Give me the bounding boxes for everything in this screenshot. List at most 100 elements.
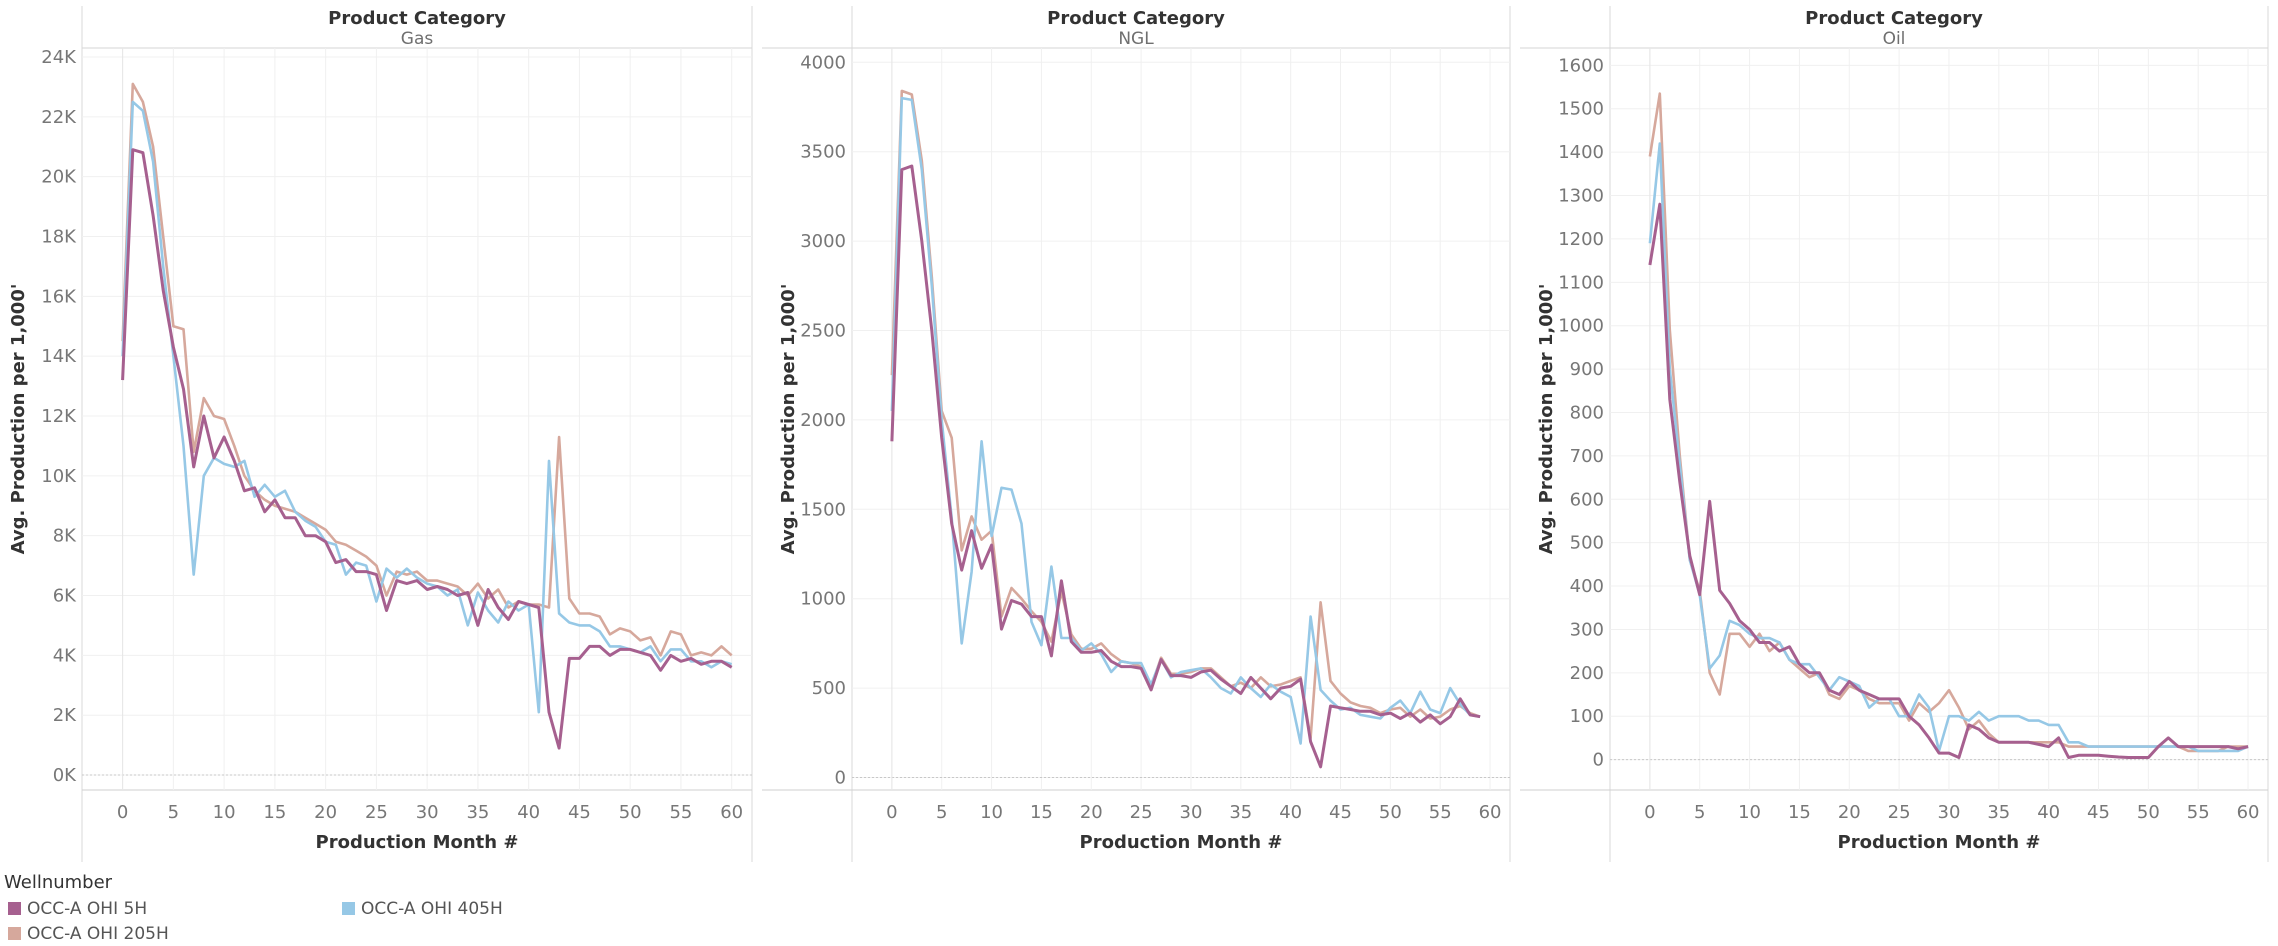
panel-header-title: Product Category <box>1805 8 1983 29</box>
x-tick-label: 15 <box>263 802 286 823</box>
y-tick-label: 4K <box>53 645 77 666</box>
x-tick-label: 15 <box>1788 802 1811 823</box>
series-line-occ-a-ohi-205h <box>121 82 733 657</box>
x-tick-label: 60 <box>720 802 743 823</box>
x-tick-label: 35 <box>1987 802 2010 823</box>
y-tick-label: 14K <box>41 346 77 367</box>
legend-title: Wellnumber <box>4 872 113 893</box>
y-tick-label: 800 <box>1570 402 1604 423</box>
x-tick-label: 20 <box>1838 802 1861 823</box>
x-axis-title: Production Month # <box>1080 832 1283 853</box>
legend-swatch <box>342 902 355 915</box>
x-tick-label: 30 <box>1180 802 1203 823</box>
x-axis-title: Production Month # <box>316 832 519 853</box>
x-tick-label: 20 <box>314 802 337 823</box>
legend-item[interactable]: OCC-A OHI 5H <box>8 899 147 919</box>
y-tick-label: 3000 <box>800 231 846 252</box>
x-tick-label: 10 <box>213 802 236 823</box>
x-tick-label: 30 <box>1938 802 1961 823</box>
x-tick-label: 35 <box>1229 802 1252 823</box>
x-tick-label: 55 <box>669 802 692 823</box>
x-tick-label: 25 <box>1130 802 1153 823</box>
x-tick-label: 45 <box>568 802 591 823</box>
x-axis-title: Production Month # <box>1838 832 2041 853</box>
panel-header-title: Product Category <box>328 8 506 29</box>
x-tick-label: 50 <box>2137 802 2160 823</box>
x-tick-label: 0 <box>1644 802 1655 823</box>
y-tick-label: 2000 <box>800 410 846 431</box>
y-tick-label: 100 <box>1570 706 1604 727</box>
y-tick-label: 500 <box>1570 533 1604 554</box>
x-tick-label: 50 <box>1379 802 1402 823</box>
x-tick-label: 15 <box>1030 802 1053 823</box>
legend-swatch <box>8 927 21 940</box>
y-tick-label: 3500 <box>800 142 846 163</box>
y-tick-label: 4000 <box>800 52 846 73</box>
x-tick-label: 40 <box>517 802 540 823</box>
legend-item[interactable]: OCC-A OHI 205H <box>8 924 169 944</box>
x-tick-label: 40 <box>2037 802 2060 823</box>
legend-label: OCC-A OHI 405H <box>361 899 503 919</box>
series-line-occ-a-ohi-205h <box>890 89 1481 740</box>
y-axis-title: Avg. Production per 1,000' <box>8 284 29 555</box>
x-tick-label: 50 <box>619 802 642 823</box>
panel-header-title: Product Category <box>1047 8 1225 29</box>
x-tick-label: 5 <box>936 802 947 823</box>
chart-panel-oil: Product CategoryOil010020030040050060070… <box>1520 6 2269 862</box>
y-tick-label: 16K <box>41 286 77 307</box>
y-tick-label: 18K <box>41 226 77 247</box>
y-tick-label: 1600 <box>1558 55 1604 76</box>
x-tick-label: 55 <box>1429 802 1452 823</box>
legend-item[interactable]: OCC-A OHI 405H <box>342 899 503 919</box>
x-tick-label: 45 <box>2087 802 2110 823</box>
x-tick-label: 25 <box>365 802 388 823</box>
y-tick-label: 500 <box>812 678 846 699</box>
series-line-occ-a-ohi-405h <box>890 96 1481 745</box>
y-axis-title: Avg. Production per 1,000' <box>1536 284 1557 555</box>
y-tick-label: 900 <box>1570 359 1604 380</box>
y-tick-label: 2500 <box>800 320 846 341</box>
x-tick-label: 0 <box>886 802 897 823</box>
y-tick-label: 700 <box>1570 446 1604 467</box>
y-axis-title: Avg. Production per 1,000' <box>778 284 799 555</box>
x-tick-label: 10 <box>980 802 1003 823</box>
x-tick-label: 25 <box>1888 802 1911 823</box>
panel-header-value: NGL <box>1118 29 1154 49</box>
y-tick-label: 1500 <box>800 499 846 520</box>
x-tick-label: 60 <box>1479 802 1502 823</box>
y-tick-label: 2K <box>53 705 77 726</box>
x-tick-label: 35 <box>466 802 489 823</box>
series-line-occ-a-ohi-5h <box>121 148 733 750</box>
y-tick-label: 0 <box>1593 750 1604 771</box>
y-tick-label: 1300 <box>1558 186 1604 207</box>
x-tick-label: 20 <box>1080 802 1103 823</box>
y-tick-label: 10K <box>41 466 77 487</box>
series-line-occ-a-ohi-5h <box>890 164 1481 769</box>
legend-label: OCC-A OHI 205H <box>27 924 169 944</box>
x-tick-label: 5 <box>168 802 179 823</box>
y-tick-label: 1400 <box>1558 142 1604 163</box>
y-tick-label: 1100 <box>1558 272 1604 293</box>
x-tick-label: 30 <box>416 802 439 823</box>
y-tick-label: 20K <box>41 167 77 188</box>
series-line-occ-a-ohi-5h <box>1648 202 2249 759</box>
y-tick-label: 400 <box>1570 576 1604 597</box>
x-tick-label: 40 <box>1279 802 1302 823</box>
y-tick-label: 1200 <box>1558 229 1604 250</box>
legend-swatch <box>8 902 21 915</box>
x-tick-label: 45 <box>1329 802 1352 823</box>
y-tick-label: 22K <box>41 107 77 128</box>
x-tick-label: 5 <box>1694 802 1705 823</box>
legend: Wellnumber OCC-A OHI 5H OCC-A OHI 205H O… <box>4 872 704 944</box>
y-tick-label: 300 <box>1570 619 1604 640</box>
y-tick-label: 1000 <box>1558 316 1604 337</box>
y-tick-label: 600 <box>1570 489 1604 510</box>
y-tick-label: 8K <box>53 526 77 547</box>
x-tick-label: 0 <box>117 802 128 823</box>
panel-header-value: Oil <box>1883 29 1906 49</box>
y-tick-label: 1000 <box>800 589 846 610</box>
y-tick-label: 1500 <box>1558 99 1604 120</box>
